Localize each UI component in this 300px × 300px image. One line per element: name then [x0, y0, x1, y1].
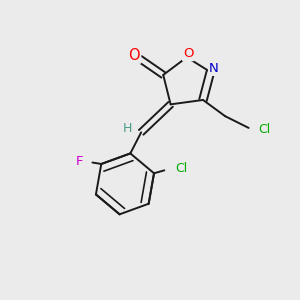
Text: Cl: Cl — [258, 123, 270, 136]
Text: F: F — [76, 154, 83, 167]
Text: N: N — [209, 62, 219, 75]
Text: O: O — [129, 48, 140, 63]
Text: Cl: Cl — [176, 162, 188, 176]
Text: O: O — [183, 47, 194, 60]
Text: H: H — [122, 122, 132, 135]
